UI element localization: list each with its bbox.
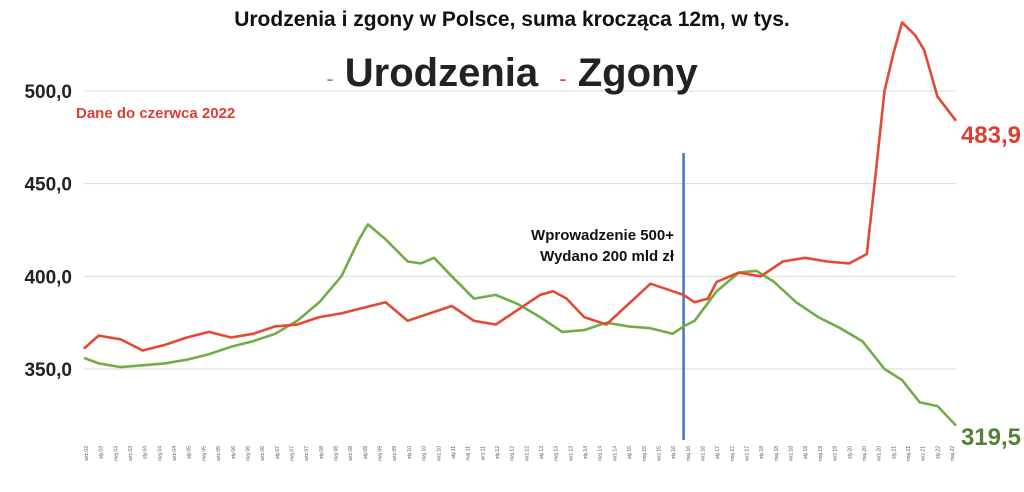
x-tick-label: sty.04 — [143, 446, 149, 459]
x-tick-label: maj.06 — [245, 446, 251, 461]
x-axis-ticks: wrz.02 sty.03 maj.03 wrz.03 sty.04 maj.04 wrz.… — [84, 446, 956, 461]
series-group — [83, 21, 958, 427]
x-tick-label: sty.18 — [759, 446, 765, 459]
x-tick-label: sty.21 — [891, 446, 897, 459]
x-tick-label: maj.21 — [906, 446, 912, 461]
legend-marker-zgony: - — [559, 66, 566, 91]
x-tick-label: sty.20 — [847, 446, 853, 459]
series-line-zgony — [83, 21, 958, 352]
x-tick-label: wrz.04 — [172, 446, 178, 461]
x-tick-label: sty.17 — [715, 446, 721, 459]
annotation-line-1: Wprowadzenie 500+ — [531, 227, 674, 244]
x-tick-label: maj.13 — [554, 446, 560, 461]
legend: - Urodzenia - Zgony — [326, 51, 698, 95]
x-tick-label: wrz.13 — [568, 446, 574, 461]
svg-text:- Urodzenia -: - Urodzenia - Zgony — [326, 51, 698, 95]
x-tick-label: sty.14 — [583, 446, 589, 459]
x-tick-label: sty.19 — [803, 446, 809, 459]
x-tick-label: sty.15 — [627, 446, 633, 459]
y-tick-label: 350,0 — [24, 360, 72, 381]
x-tick-label: sty.06 — [231, 446, 237, 459]
x-tick-label: wrz.03 — [128, 446, 134, 461]
x-tick-label: wrz.15 — [656, 446, 662, 461]
x-tick-label: wrz.16 — [700, 446, 706, 461]
y-tick-label: 400,0 — [24, 267, 72, 288]
x-tick-label: maj.14 — [598, 446, 604, 461]
x-tick-label: wrz.08 — [348, 446, 354, 461]
legend-label-zgony: Zgony — [578, 51, 699, 95]
x-tick-label: sty.22 — [935, 446, 941, 459]
legend-label-urodzenia: Urodzenia — [345, 51, 539, 95]
series-line-urodzenia — [83, 223, 957, 427]
x-tick-label: maj.16 — [686, 446, 692, 461]
x-tick-label: sty.10 — [407, 446, 413, 459]
gridlines — [84, 90, 956, 370]
y-tick-label: 450,0 — [24, 175, 72, 196]
x-tick-label: wrz.19 — [833, 446, 839, 461]
annotation-line-2: Wydano 200 mld zł — [540, 248, 675, 265]
y-tick-label: 500,0 — [24, 82, 72, 103]
x-tick-label: wrz.06 — [260, 446, 266, 461]
x-tick-label: maj.15 — [642, 446, 648, 461]
x-tick-label: maj.07 — [289, 446, 295, 461]
x-tick-label: sty.12 — [495, 446, 501, 459]
x-tick-label: wrz.14 — [612, 446, 618, 461]
x-tick-label: maj.17 — [730, 446, 736, 461]
x-tick-label: sty.09 — [363, 446, 369, 459]
x-tick-label: maj.19 — [818, 446, 824, 461]
data-note: Dane do czerwca 2022 — [76, 105, 235, 122]
x-tick-label: wrz.17 — [745, 446, 751, 461]
legend-marker-urodzenia: - — [326, 66, 333, 91]
x-tick-label: wrz.07 — [304, 446, 310, 461]
x-tick-label: sty.07 — [275, 446, 281, 459]
x-tick-label: sty.16 — [671, 446, 677, 459]
x-tick-label: maj.09 — [378, 446, 384, 461]
x-tick-label: maj.18 — [774, 446, 780, 461]
x-tick-label: wrz.10 — [436, 446, 442, 461]
x-tick-label: sty.08 — [319, 446, 325, 459]
x-tick-label: maj.20 — [862, 446, 868, 461]
x-tick-label: wrz.09 — [392, 446, 398, 461]
chart-title: Urodzenia i zgony w Polsce, suma krocząc… — [234, 8, 790, 31]
x-tick-label: wrz.20 — [877, 446, 883, 461]
x-tick-label: maj.04 — [157, 446, 163, 461]
x-tick-label: wrz.02 — [84, 446, 90, 461]
x-tick-label: sty.05 — [187, 446, 193, 459]
x-tick-label: maj.03 — [113, 446, 119, 461]
x-tick-label: maj.12 — [510, 446, 516, 461]
x-tick-label: maj.10 — [422, 446, 428, 461]
x-tick-label: wrz.05 — [216, 446, 222, 461]
x-tick-label: sty.03 — [99, 446, 105, 459]
x-tick-label: sty.11 — [451, 446, 457, 459]
end-label-urodzenia: 319,5 — [961, 424, 1021, 451]
x-tick-label: maj.22 — [950, 446, 956, 461]
end-label-zgony: 483,9 — [961, 122, 1021, 149]
x-tick-label: maj.11 — [466, 446, 472, 461]
y-axis-ticks: 350,0 400,0 450,0 500,0 — [24, 82, 72, 381]
x-tick-label: wrz.21 — [921, 446, 927, 461]
x-tick-label: maj.08 — [334, 446, 340, 461]
x-tick-label: maj.05 — [201, 446, 207, 461]
x-tick-label: sty.13 — [539, 446, 545, 459]
x-tick-label: wrz.18 — [789, 446, 795, 461]
x-tick-label: wrz.12 — [524, 446, 530, 461]
x-tick-label: wrz.11 — [480, 446, 486, 461]
